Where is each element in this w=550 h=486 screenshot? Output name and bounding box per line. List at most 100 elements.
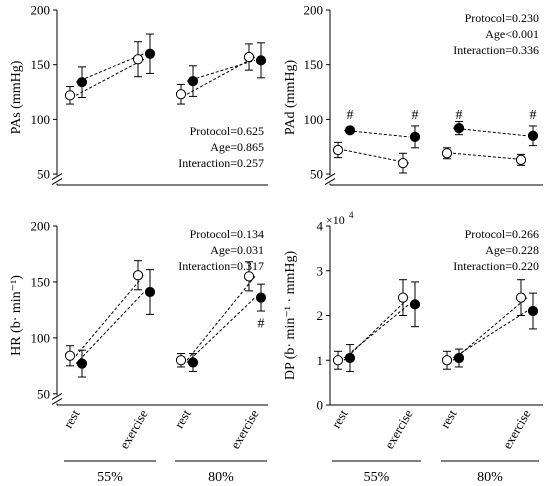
stats-line: Protocol=0.625 <box>190 124 264 138</box>
data-point-open <box>397 292 409 303</box>
data-point-open <box>397 158 409 169</box>
y-axis-label: DP (b· min⁻¹ · mmHg) <box>283 251 298 381</box>
x-category-label: rest <box>437 407 460 431</box>
x-category-label: rest <box>60 407 83 431</box>
panel-hr: 50 100 150 200 HR (b· min⁻¹) # Protocol=0.134 A… <box>9 219 268 485</box>
series-connector <box>186 297 256 363</box>
data-point-filled <box>187 357 199 368</box>
x-category-label: exercise <box>116 407 150 452</box>
stats-line: Age<0.001 <box>485 27 539 41</box>
series-connector <box>186 276 256 361</box>
y-axis-label: HR (b· min⁻¹) <box>9 275 24 356</box>
stats-line: Interaction=0.317 <box>178 259 264 273</box>
data-point-filled <box>255 55 267 66</box>
stats-line: Interaction=0.336 <box>453 43 539 57</box>
data-point-filled <box>76 77 88 88</box>
axis-break-mark <box>51 178 63 185</box>
data-point-filled <box>187 75 199 87</box>
axis-break-mark <box>324 178 336 185</box>
series-connector <box>343 297 410 361</box>
panel-pas: 50 100 150 200 PAs (mmHg) Protocol=0.625 Age=0… <box>9 3 268 186</box>
x-category-label: exercise <box>227 407 261 452</box>
series-connector <box>186 59 256 82</box>
data-point-filled <box>527 130 539 141</box>
significance-mark: # <box>412 108 419 123</box>
group-label: 80% <box>208 470 234 485</box>
data-point-filled <box>409 299 421 310</box>
data-point-open <box>175 355 187 366</box>
series-connector <box>75 291 145 364</box>
y-tick-label: 4 <box>317 219 324 234</box>
y-tick-label: 150 <box>31 57 51 72</box>
series-connector <box>75 274 145 357</box>
data-point-filled <box>453 123 465 134</box>
significance-mark: # <box>456 108 463 123</box>
data-point-filled <box>453 352 465 364</box>
axis-break-mark <box>51 173 63 180</box>
data-point-open <box>132 270 144 281</box>
data-point-filled <box>344 125 356 136</box>
stats-line: Age=0.228 <box>485 243 539 257</box>
y-tick-label: 100 <box>31 330 51 345</box>
significance-mark: # <box>258 316 265 331</box>
series-connector <box>75 53 145 83</box>
stats-line: Protocol=0.266 <box>465 227 539 241</box>
stats-line: Protocol=0.134 <box>190 227 264 241</box>
panel-pad: 50 100 150 200 PAd (mmHg) # # # # Protocol=0.230 A… <box>283 3 543 186</box>
data-point-filled <box>409 131 421 142</box>
significance-mark: # <box>530 108 537 123</box>
series-connector <box>452 310 528 359</box>
y-tick-label: 1 <box>317 353 324 368</box>
data-point-filled <box>144 48 156 59</box>
y-tick-label: 2 <box>317 308 324 323</box>
axis-break-mark <box>324 173 336 180</box>
group-label: 55% <box>97 470 123 485</box>
data-point-filled <box>255 292 267 303</box>
series-connector <box>343 303 410 359</box>
y-multiplier-exponent: 4 <box>349 210 354 220</box>
y-tick-label: 100 <box>304 112 324 127</box>
data-point-filled <box>527 305 539 317</box>
series-connector <box>452 127 528 137</box>
data-point-open <box>332 144 344 156</box>
y-axis-label: PAd (mmHg) <box>283 60 298 136</box>
series-connector <box>186 56 256 95</box>
stats-line: Interaction=0.220 <box>453 259 539 273</box>
y-tick-label: 0 <box>317 398 324 413</box>
y-tick-label: 3 <box>317 263 324 278</box>
x-category-label: rest <box>171 407 194 431</box>
significance-mark: # <box>347 108 354 123</box>
data-point-open <box>515 154 527 165</box>
stats-line: Age=0.031 <box>210 243 264 257</box>
data-point-open <box>515 292 527 303</box>
series-connector <box>343 149 410 164</box>
data-point-open <box>243 51 255 63</box>
data-point-filled <box>76 358 88 369</box>
data-point-open <box>441 148 453 159</box>
data-point-filled <box>344 352 356 364</box>
y-tick-label: 200 <box>31 3 51 18</box>
y-tick-label: 100 <box>31 112 51 127</box>
stats-line: Interaction=0.257 <box>178 156 264 170</box>
data-point-filled <box>144 286 156 298</box>
y-tick-label: 50 <box>37 167 50 182</box>
data-point-open <box>64 350 76 361</box>
series-connector <box>75 58 145 96</box>
x-category-label: rest <box>328 407 351 431</box>
series-connector <box>452 297 528 361</box>
y-multiplier: ×10 <box>326 213 345 227</box>
y-tick-label: 200 <box>31 219 51 234</box>
series-connector <box>452 152 528 161</box>
group-label: 80% <box>477 470 503 485</box>
y-axis-label: PAs (mmHg) <box>9 60 24 134</box>
stats-line: Protocol=0.230 <box>465 11 539 25</box>
y-tick-label: 200 <box>304 3 324 18</box>
data-point-open <box>132 54 144 65</box>
stats-line: Age=0.865 <box>210 140 264 154</box>
x-category-label: exercise <box>381 407 415 452</box>
y-tick-label: 50 <box>37 386 50 401</box>
y-tick-label: 150 <box>304 57 324 72</box>
data-point-open <box>332 355 344 366</box>
